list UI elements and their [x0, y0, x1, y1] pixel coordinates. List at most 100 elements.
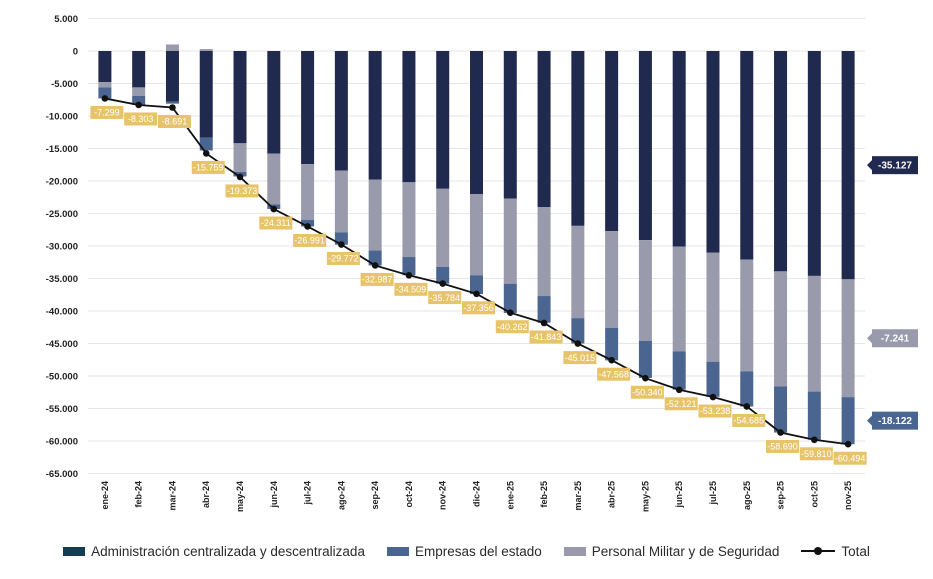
- x-tick-label: jun-25: [674, 481, 684, 509]
- bar-segment: [470, 194, 483, 276]
- y-tick-label: 5.000: [54, 14, 78, 25]
- bar-segment: [267, 51, 281, 154]
- bar-segment: [233, 143, 247, 172]
- bar-segment: [132, 51, 146, 88]
- total-data-label: -7.299: [94, 108, 120, 118]
- bar-segment: [807, 275, 821, 392]
- y-tick-label: -45.000: [46, 339, 78, 350]
- legend-swatch-militar: [563, 546, 586, 556]
- end-labels: -35.127 -7.241 -18.122: [867, 156, 918, 430]
- y-tick-label: -60.000: [46, 437, 78, 448]
- bar-segment: [98, 51, 112, 83]
- total-labels: -7.299-8.303 -8.691-15.759-19.373-24.311-…: [90, 105, 867, 465]
- total-data-label: -45.015: [565, 353, 596, 363]
- bar-segment: [436, 51, 450, 189]
- x-tick-label: ago-25: [742, 481, 752, 510]
- bar-segment: [368, 179, 382, 251]
- total-data-label: -52.121: [666, 399, 697, 409]
- total-label-bg: [293, 233, 327, 247]
- total-point: [473, 290, 480, 298]
- total-point: [304, 223, 311, 230]
- bar-segment: [165, 51, 179, 102]
- x-tick-label: abr-25: [607, 481, 617, 508]
- x-tick-label: jun-24: [269, 481, 279, 509]
- end-label-pointer: [867, 333, 872, 344]
- end-data-label: -35.127: [878, 161, 912, 172]
- legend-swatch-total: [801, 545, 836, 557]
- total-data-label: -60.494: [835, 453, 866, 463]
- legend-label-empresas: Empresas del estado: [414, 543, 542, 559]
- total-label-bg: [191, 160, 225, 174]
- legend-item-admin[interactable]: Administración centralizada y descentral…: [63, 544, 365, 559]
- bar-segment: [199, 137, 213, 151]
- legend-swatch-admin: [63, 546, 86, 556]
- total-label-bg: [630, 385, 664, 399]
- bar-segment: [605, 327, 619, 361]
- y-tick-label: -35.000: [46, 274, 78, 285]
- total-label-bg: [495, 320, 529, 334]
- total-data-label: -35.784: [429, 293, 460, 303]
- y-tick-label: -65.000: [46, 469, 78, 480]
- total-data-label: -29.772: [328, 254, 359, 264]
- x-axis: ene-24 feb-24 mar-24 abr-24 may-24 jun-24 jul-…: [100, 481, 853, 512]
- bars: [98, 44, 855, 445]
- y-tick-label: -15.000: [46, 144, 78, 155]
- total-data-label: -8.303: [128, 114, 154, 124]
- total-point: [338, 241, 345, 248]
- total-point: [270, 205, 278, 213]
- total-data-label: -41.843: [531, 332, 562, 342]
- bar-segment: [672, 246, 686, 352]
- bar-segment: [98, 82, 112, 88]
- x-tick-label: dic-24: [472, 481, 482, 507]
- bar-segment: [841, 397, 855, 445]
- y-tick-label: -5.000: [51, 79, 78, 90]
- legend-item-total[interactable]: Total: [801, 544, 870, 559]
- bar-segment: [470, 51, 483, 194]
- bar-segment: [334, 170, 348, 233]
- x-tick-label: oct-25: [809, 481, 819, 508]
- x-tick-label: ago-24: [336, 481, 346, 510]
- total-point: [135, 101, 142, 109]
- bar-segment: [605, 51, 619, 232]
- legend-label-militar: Personal Militar y de Seguridad: [591, 543, 780, 559]
- total-label-bg: [462, 301, 495, 315]
- total-label-bg: [259, 216, 293, 230]
- total-data-label: -47.568: [598, 369, 629, 379]
- y-tick-label: -10.000: [46, 112, 78, 123]
- total-label-bg: [698, 404, 732, 418]
- x-tick-label: sep-25: [776, 481, 786, 510]
- bar-segment: [233, 51, 247, 144]
- bar-segment: [706, 51, 720, 253]
- x-tick-label: feb-24: [134, 481, 144, 508]
- bar-segment: [165, 44, 179, 51]
- bar-segment: [165, 101, 179, 104]
- total-data-label: -53.238: [700, 406, 731, 416]
- total-data-label: -15.759: [193, 163, 224, 173]
- x-tick-label: nov-25: [843, 481, 853, 510]
- end-label-bg: [872, 329, 918, 348]
- legend-item-militar[interactable]: Personal Militar y de Seguridad: [563, 543, 780, 559]
- legend-label-admin: Administración centralizada y descentral…: [91, 543, 365, 559]
- bar-segment: [672, 351, 686, 390]
- total-data-label: -59.810: [801, 449, 832, 459]
- total-point: [101, 95, 109, 102]
- total-label-bg: [597, 367, 631, 381]
- bar-segment: [638, 240, 652, 341]
- bar-segment: [605, 231, 619, 328]
- bar-segment: [470, 275, 483, 295]
- total-data-label: -50.340: [632, 387, 663, 397]
- x-tick-label: ene-24: [100, 481, 110, 510]
- bar-segment: [740, 51, 754, 260]
- total-point: [811, 436, 818, 444]
- total-label-bg: [326, 252, 360, 266]
- total-point: [743, 403, 751, 410]
- total-point: [439, 280, 447, 287]
- legend-label-total: Total: [841, 543, 870, 559]
- x-tick-label: may-25: [640, 481, 650, 512]
- total-label-bg: [394, 282, 428, 296]
- bar-segment: [706, 361, 720, 397]
- x-tick-label: mar-25: [573, 481, 583, 511]
- legend-item-empresas[interactable]: Empresas del estado: [386, 543, 542, 559]
- bar-segment: [672, 51, 686, 247]
- x-tick-label: feb-25: [539, 481, 549, 508]
